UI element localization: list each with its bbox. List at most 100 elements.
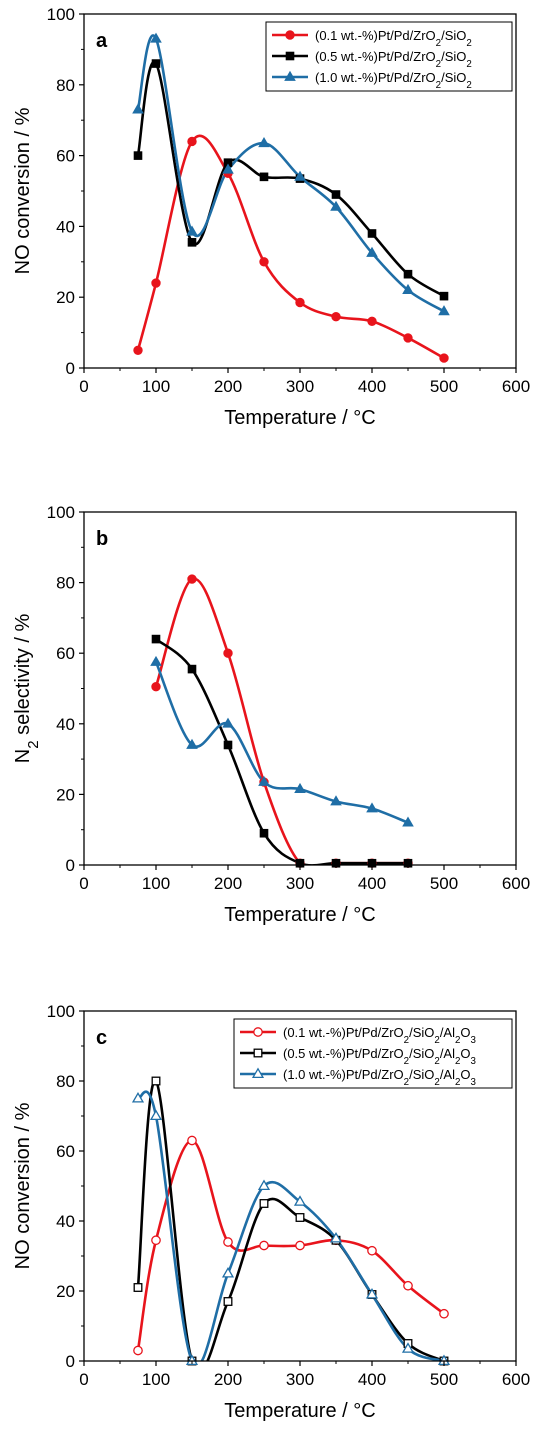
marker-s0-2 <box>187 136 197 147</box>
y-tick-label-5: 100 <box>47 503 75 522</box>
marker-s0-0 <box>133 345 143 355</box>
marker-s2-7 <box>402 816 414 827</box>
y-tick-label-4: 80 <box>56 574 75 593</box>
y-tick-label-0: 0 <box>66 359 75 378</box>
marker-s0-9 <box>439 353 449 363</box>
y-axis-title: N2 selectivity / % <box>12 614 42 764</box>
panel-b: 0 100 200 300 400 500 600 0 20 40 60 80 100 Temperatu… <box>12 503 530 926</box>
legend-label-2: (1.0 wt.-%)Pt/Pd/ZrO2/SiO2/Al2O3 <box>283 1067 476 1088</box>
x-tick-label-5: 500 <box>430 377 458 396</box>
marker-s0-9 <box>439 1308 449 1319</box>
series-markers-2 <box>132 32 450 316</box>
marker-s2-4 <box>294 782 306 793</box>
x-axis-title: Temperature / °C <box>224 1400 375 1422</box>
x-tick-label-5: 500 <box>430 1370 458 1389</box>
y-axis-title: NO conversion / % <box>12 1102 34 1269</box>
x-tick-label-6: 600 <box>502 377 530 396</box>
marker-s2-7 <box>365 1287 379 1299</box>
marker-s0-8 <box>403 333 413 343</box>
marker-s0-5 <box>295 1240 305 1251</box>
y-tick-label-1: 20 <box>56 785 75 804</box>
y-axis-title: NO conversion / % <box>12 107 34 274</box>
marker-s2-4 <box>258 137 270 148</box>
marker-s2-5 <box>294 170 306 181</box>
marker-s2-7 <box>366 246 378 257</box>
legend-entry-1: (0.5 wt.-%)Pt/Pd/ZrO2/SiO2/Al2O3 <box>240 1046 476 1067</box>
marker-s0-1 <box>151 1235 161 1246</box>
marker-s2-8 <box>402 283 414 294</box>
legend-label-1: (0.5 wt.-%)Pt/Pd/ZrO2/SiO2 <box>315 49 472 70</box>
marker-s2-9 <box>438 305 450 316</box>
marker-s0-2 <box>187 1135 197 1146</box>
marker-s0-7 <box>367 1245 377 1256</box>
marker-s1-0 <box>133 151 143 160</box>
marker-s2-5 <box>293 1195 307 1206</box>
panel-a: 0 100 200 300 400 500 600 0 20 40 60 80 100 Temperatu… <box>12 5 530 429</box>
marker-s1-7 <box>367 229 377 238</box>
x-tick-label-0: 0 <box>79 1370 88 1389</box>
y-tick-label-5: 100 <box>47 1002 75 1021</box>
series-markers-2 <box>150 655 414 827</box>
marker-s2-0 <box>131 1091 145 1103</box>
marker-s2-1 <box>186 738 198 749</box>
x-tick-label-3: 300 <box>286 377 314 396</box>
y-tick-label-3: 60 <box>56 147 75 166</box>
y-tick-label-1: 20 <box>56 1282 75 1301</box>
marker-s0-4 <box>259 257 269 267</box>
x-tick-label-5: 500 <box>430 874 458 893</box>
legend: (0.1 wt.-%)Pt/Pd/ZrO2/SiO2/Al2O3(0.5 wt.… <box>233 1018 513 1089</box>
marker-s0-5 <box>295 297 305 308</box>
x-tick-label-4: 400 <box>358 874 386 893</box>
marker-s1-6 <box>331 190 341 199</box>
x-tick-label-3: 300 <box>286 1370 314 1389</box>
marker-s1-8 <box>403 269 413 279</box>
legend-entry-0: (0.1 wt.-%)Pt/Pd/ZrO2/SiO2/Al2O3 <box>240 1025 476 1046</box>
series-markers-1 <box>151 634 413 868</box>
legend-label-2: (1.0 wt.-%)Pt/Pd/ZrO2/SiO2 <box>315 70 472 91</box>
marker-s0-legend <box>285 30 295 40</box>
legend-entry-2: (1.0 wt.-%)Pt/Pd/ZrO2/SiO2/Al2O3 <box>240 1067 476 1088</box>
marker-s0-4 <box>259 1240 269 1251</box>
x-axis-title: Temperature / °C <box>224 407 375 429</box>
marker-s2-3 <box>258 775 270 786</box>
x-axis-title: Temperature / °C <box>224 904 375 926</box>
marker-s0-1 <box>187 574 197 584</box>
marker-s2-0 <box>150 655 162 666</box>
legend-label-1: (0.5 wt.-%)Pt/Pd/ZrO2/SiO2/Al2O3 <box>283 1046 476 1067</box>
marker-s1-5 <box>295 1213 305 1222</box>
marker-s2-1 <box>149 1109 163 1121</box>
x-tick-label-0: 0 <box>79 377 88 396</box>
marker-s1-3 <box>223 1297 233 1306</box>
marker-s1-4 <box>259 172 269 182</box>
marker-s0-legend <box>253 1027 263 1037</box>
x-tick-label-1: 100 <box>142 377 170 396</box>
marker-s2-8 <box>401 1342 415 1353</box>
legend-entry-0: (0.1 wt.-%)Pt/Pd/ZrO2/SiO2 <box>272 28 472 49</box>
marker-s0-8 <box>403 1280 413 1291</box>
y-tick-label-2: 40 <box>56 715 75 734</box>
y-tick-label-2: 40 <box>56 1212 75 1231</box>
panel-c: 0 100 200 300 400 500 600 0 20 40 60 80 100 Temperatu… <box>12 1002 530 1422</box>
marker-s2-3 <box>221 1266 235 1278</box>
marker-s1-2 <box>187 238 197 247</box>
marker-s2-2 <box>186 225 198 236</box>
marker-s2-6 <box>329 1231 343 1243</box>
x-tick-label-1: 100 <box>142 874 170 893</box>
x-tick-label-3: 300 <box>286 874 314 893</box>
series-markers-1 <box>133 59 449 301</box>
legend: (0.1 wt.-%)Pt/Pd/ZrO2/SiO2(0.5 wt.-%)Pt/… <box>265 21 513 92</box>
marker-s0-2 <box>223 648 233 658</box>
plot-frame <box>83 511 517 866</box>
legend-entry-1: (0.5 wt.-%)Pt/Pd/ZrO2/SiO2 <box>272 49 472 70</box>
y-tick-label-2: 40 <box>56 217 75 236</box>
marker-s2-2 <box>222 717 234 728</box>
legend-label-0: (0.1 wt.-%)Pt/Pd/ZrO2/SiO2/Al2O3 <box>283 1025 476 1046</box>
marker-s2-6 <box>366 802 378 813</box>
y-tick-label-4: 80 <box>56 76 75 95</box>
marker-s1-1 <box>151 59 161 68</box>
x-tick-label-4: 400 <box>358 1370 386 1389</box>
marker-s0-3 <box>223 1237 233 1247</box>
marker-s2-legend <box>284 70 296 81</box>
legend-box <box>233 1018 513 1089</box>
marker-s2-4 <box>257 1179 271 1191</box>
